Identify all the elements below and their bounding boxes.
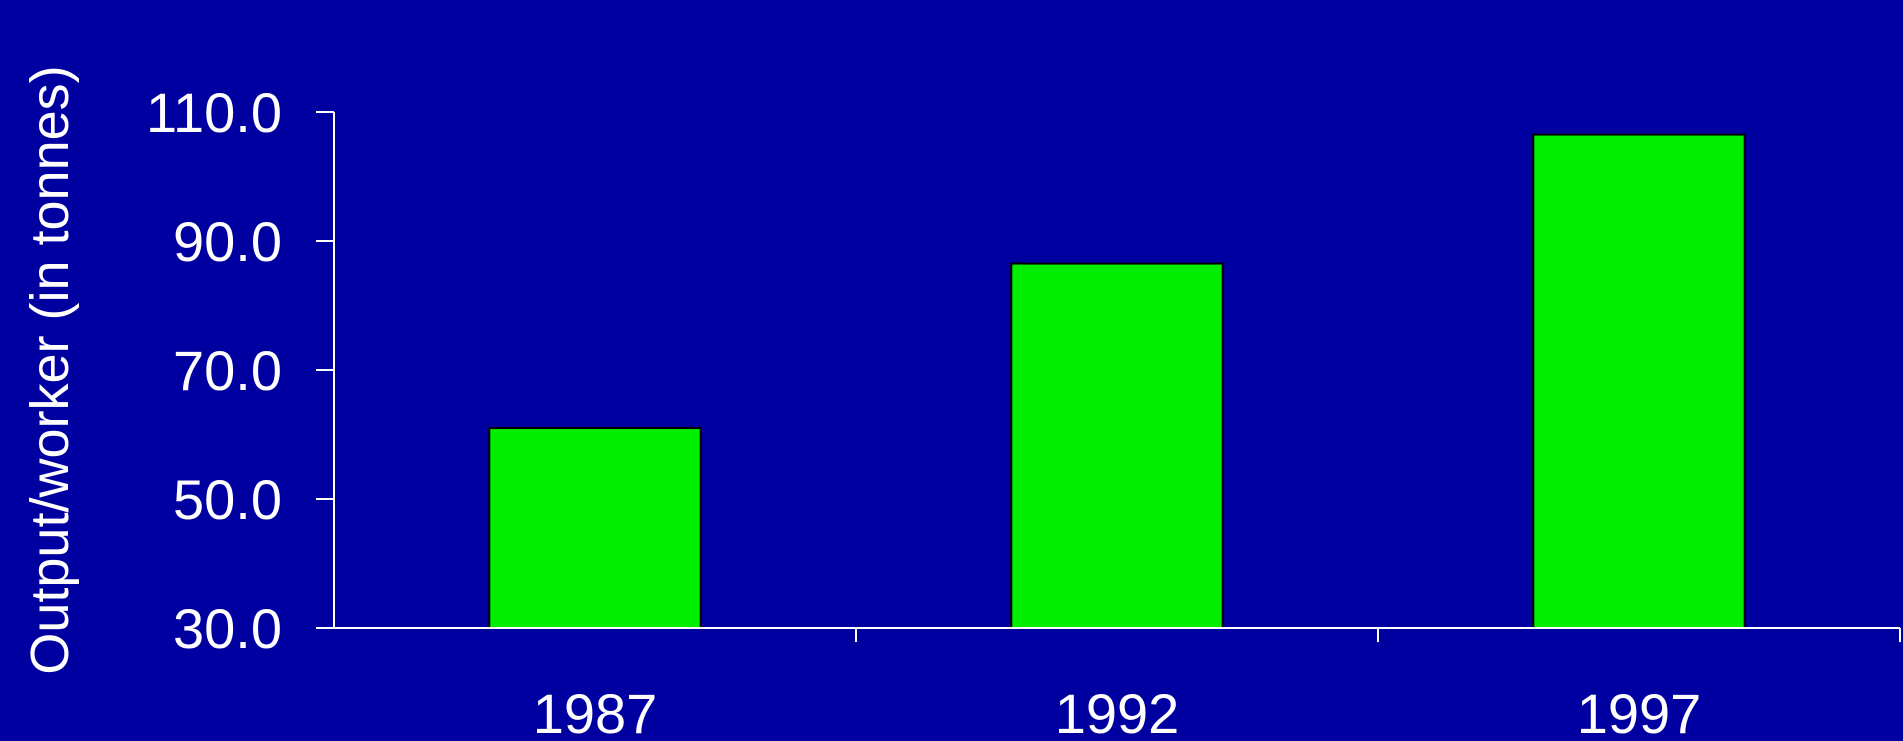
y-tick-label: 110.0 <box>146 81 282 144</box>
bars <box>488 133 1746 629</box>
y-tick-label: 50.0 <box>173 468 282 531</box>
y-tick-label: 90.0 <box>173 210 282 273</box>
bar-1987 <box>488 427 702 629</box>
y-tick-label: 30.0 <box>173 597 282 660</box>
y-tick-label: 70.0 <box>173 339 282 402</box>
bar-1997 <box>1532 133 1746 629</box>
x-category-label: 1997 <box>1577 682 1702 741</box>
x-axis <box>334 627 1901 642</box>
category-labels: 1987 1992 1997 <box>533 682 1702 741</box>
x-category-label: 1987 <box>533 682 658 741</box>
x-category-label: 1992 <box>1055 682 1180 741</box>
y-axis-title: Output/worker (in tonnes) <box>20 65 80 674</box>
bar-1992 <box>1010 262 1224 629</box>
y-axis-ticks: 30.0 50.0 70.0 90.0 110.0 <box>146 81 335 660</box>
